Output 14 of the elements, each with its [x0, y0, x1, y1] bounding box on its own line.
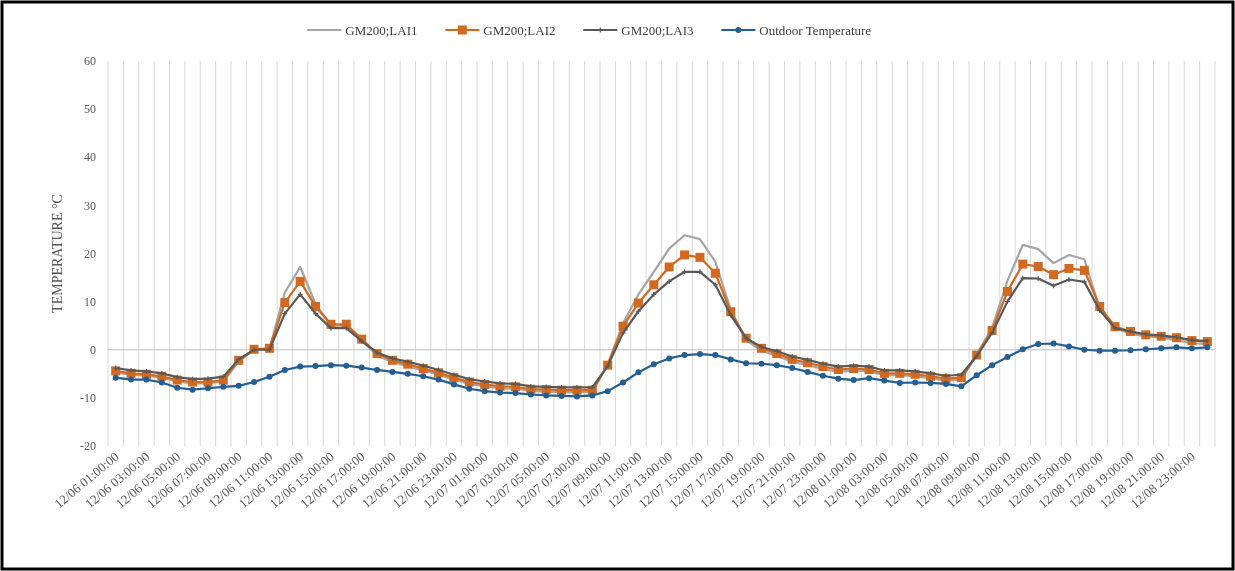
y-tick-label: 50 — [84, 102, 96, 117]
legend-label: GM200;LAI1 — [345, 22, 418, 38]
legend-label: GM200;LAI2 — [483, 22, 556, 38]
y-tick-label: 20 — [84, 246, 96, 261]
y-tick-label: 0 — [90, 342, 96, 357]
y-tick-label: 30 — [84, 198, 96, 213]
y-tick-label: 60 — [84, 54, 96, 69]
y-axis-title: TEMPERATURE °C — [50, 194, 65, 313]
y-tick-label: -20 — [80, 439, 96, 454]
y-tick-label: 40 — [84, 150, 96, 165]
legend-label: GM200;LAI3 — [621, 22, 694, 38]
y-tick-label: 10 — [84, 294, 96, 309]
y-tick-label: -10 — [80, 391, 96, 406]
legend-label: Outdoor Temperature — [759, 22, 872, 38]
